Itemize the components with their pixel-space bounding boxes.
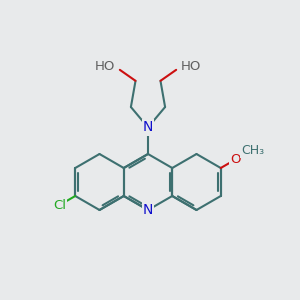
Text: HO: HO (94, 60, 115, 73)
Text: N: N (143, 120, 153, 134)
Text: N: N (143, 203, 153, 217)
Text: O: O (230, 153, 241, 166)
Text: HO: HO (181, 60, 202, 73)
Text: CH₃: CH₃ (241, 144, 264, 157)
Text: Cl: Cl (53, 199, 66, 212)
